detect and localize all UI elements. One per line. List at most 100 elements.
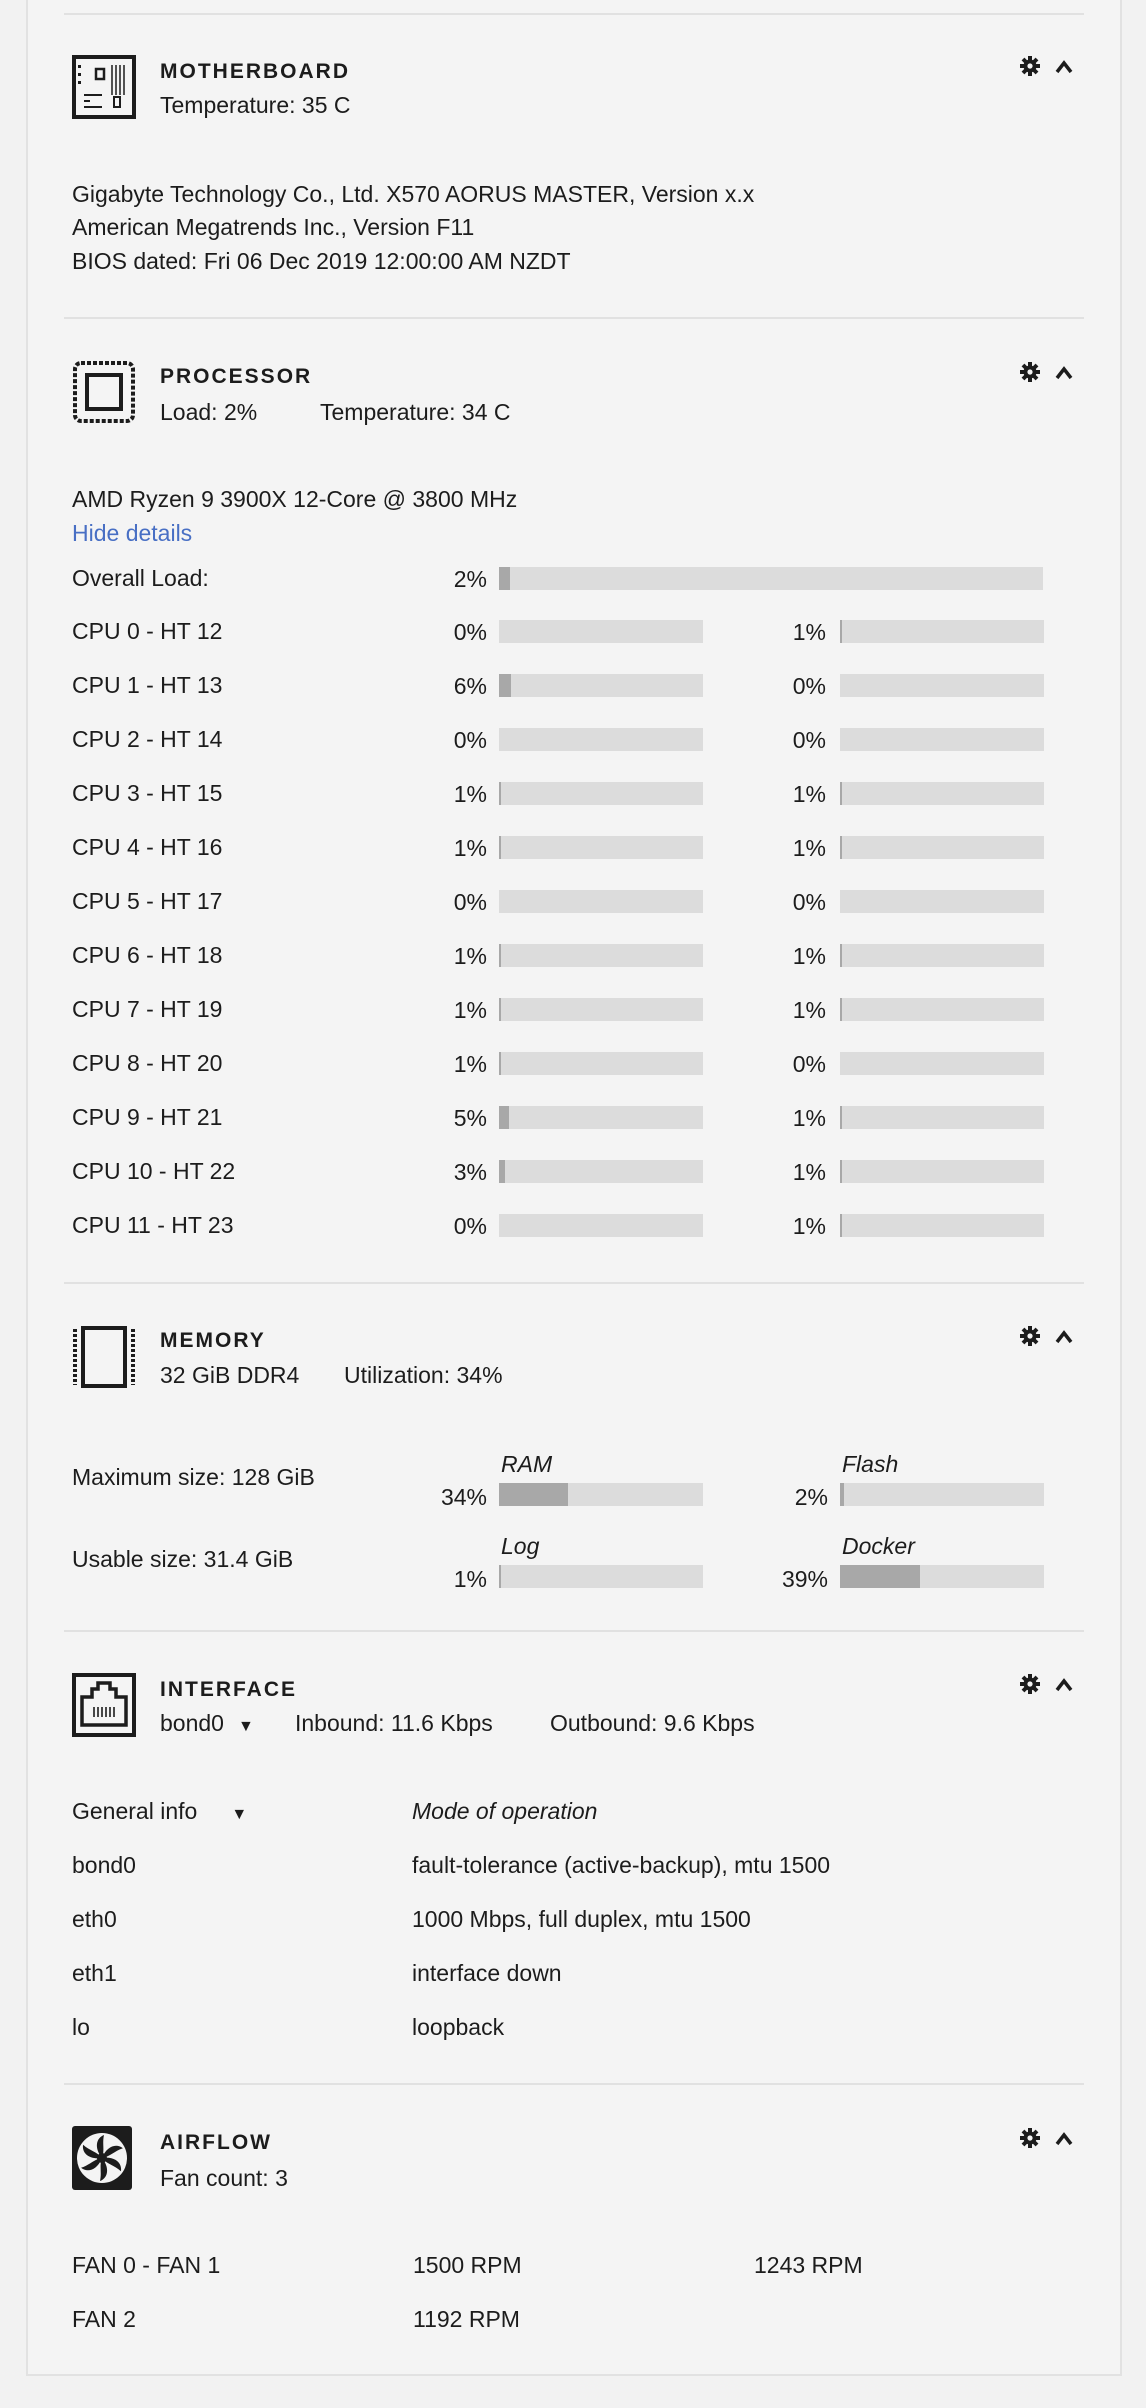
overall-load-bar [499,567,1043,590]
bios-date: BIOS dated: Fri 06 Dec 2019 12:00:00 AM … [72,248,571,274]
chevron-up-icon[interactable] [1052,2127,1076,2151]
ht-load-bar-fill [840,998,843,1021]
ht-load-bar-fill [840,1160,843,1183]
cpu-load-bar-fill [499,782,502,805]
gear-icon[interactable] [1018,2126,1042,2150]
interface-mode: fault-tolerance (active-backup), mtu 150… [412,1852,831,1878]
cpu-load-bar-fill [499,1160,506,1183]
interface-name: eth0 [72,1906,117,1932]
memory-bar-fill [499,1565,502,1588]
processor-title: PROCESSOR [160,365,313,388]
dashboard-panel [26,0,1122,2376]
cpu-pct: 5% [453,1105,487,1131]
fan-label: FAN 0 - FAN 1 [72,2252,221,2278]
gear-icon[interactable] [1018,1672,1042,1696]
motherboard-title: MOTHERBOARD [160,60,350,83]
cpu-label: CPU 11 - HT 23 [72,1212,234,1238]
ht-pct: 0% [792,889,826,915]
cpu-label: CPU 0 - HT 12 [72,618,223,644]
ht-pct: 1% [792,997,826,1023]
overall-load-fill [499,567,510,590]
cpu-label: CPU 10 - HT 22 [72,1158,236,1184]
ht-pct: 1% [792,619,826,645]
gear-icon[interactable] [1018,1324,1042,1348]
ethernet-port-icon [72,1673,136,1737]
ht-load-bar [840,998,1044,1021]
gear-icon[interactable] [1018,360,1042,384]
cpu-load-bar-fill [499,674,512,697]
overall-load-label: Overall Load: [72,565,209,591]
cpu-load-bar-fill [499,1106,510,1129]
divider [64,13,1084,15]
ht-pct: 1% [792,1105,826,1131]
info-select[interactable]: General info ▼ [72,1794,247,1832]
fan-label: FAN 2 [72,2306,136,2332]
info-selected: General info [72,1798,198,1824]
cpu-pct: 6% [453,673,487,699]
cpu-load-bar [499,1052,703,1075]
fan-rpm: 1500 RPM [413,2252,522,2278]
cpu-load-bar [499,944,703,967]
cpu-load-bar [499,782,703,805]
divider [64,2083,1084,2085]
cpu-load-bar [499,890,703,913]
memory-bar-pct: 2% [794,1484,828,1510]
memory-bar-label: Log [501,1533,540,1559]
interface-mode: 1000 Mbps, full duplex, mtu 1500 [412,1906,751,1932]
cpu-label: CPU 8 - HT 20 [72,1050,223,1076]
caret-down-icon: ▼ [231,1806,248,1823]
cpu-pct: 3% [453,1159,487,1185]
chevron-up-icon[interactable] [1052,1325,1076,1349]
ht-load-bar-fill [840,1106,843,1129]
ht-load-bar [840,620,1044,643]
interface-mode: interface down [412,1960,562,1986]
memory-title: MEMORY [160,1329,266,1352]
airflow-title: AIRFLOW [160,2131,272,2154]
motherboard-icon [72,55,136,119]
interface-name: lo [72,2014,90,2040]
gear-icon[interactable] [1018,54,1042,78]
cpu-label: CPU 3 - HT 15 [72,780,223,806]
memory-bar-label: Flash [842,1451,899,1477]
ht-load-bar [840,782,1044,805]
memory-size: 32 GiB DDR4 [160,1362,300,1388]
ht-pct: 1% [792,1159,826,1185]
ht-load-bar [840,1160,1044,1183]
fan-icon [72,2126,132,2190]
cpu-pct: 0% [453,1213,487,1239]
cpu-pct: 1% [453,997,487,1023]
cpu-pct: 0% [453,889,487,915]
interface-selected: bond0 [160,1710,224,1736]
interface-title: INTERFACE [160,1678,298,1701]
ht-load-bar-fill [840,782,843,805]
fan-rpm: 1192 RPM [413,2306,520,2332]
ht-pct: 0% [792,673,826,699]
cpu-label: CPU 5 - HT 17 [72,888,223,914]
divider [64,1282,1084,1284]
processor-model: AMD Ryzen 9 3900X 12-Core @ 3800 MHz [72,486,518,512]
bios-vendor: American Megatrends Inc., Version F11 [72,214,475,240]
caret-down-icon: ▼ [237,1718,254,1735]
ht-pct: 0% [792,1051,826,1077]
chevron-up-icon[interactable] [1052,55,1076,79]
chevron-up-icon[interactable] [1052,361,1076,385]
cpu-load-bar-fill [499,944,502,967]
cpu-label: CPU 7 - HT 19 [72,996,223,1022]
overall-load-pct: 2% [453,566,487,592]
cpu-label: CPU 9 - HT 21 [72,1104,223,1130]
cpu-pct: 0% [453,619,487,645]
memory-bar-label: Docker [842,1533,915,1559]
chevron-up-icon[interactable] [1052,1673,1076,1697]
interface-inbound: Inbound: 11.6 Kbps [295,1710,493,1736]
cpu-load-bar-fill [499,1052,502,1075]
ht-pct: 1% [792,781,826,807]
ht-load-bar-fill [840,620,843,643]
interface-select[interactable]: bond0 ▼ [160,1706,254,1744]
memory-bar [499,1565,703,1588]
memory-bar-pct: 1% [453,1566,487,1592]
cpu-label: CPU 4 - HT 16 [72,834,223,860]
processor-temperature: Temperature: 34 C [320,399,511,425]
cpu-label: CPU 2 - HT 14 [72,726,223,752]
hide-details-link[interactable]: Hide details [72,520,193,546]
memory-bar [840,1565,1044,1588]
